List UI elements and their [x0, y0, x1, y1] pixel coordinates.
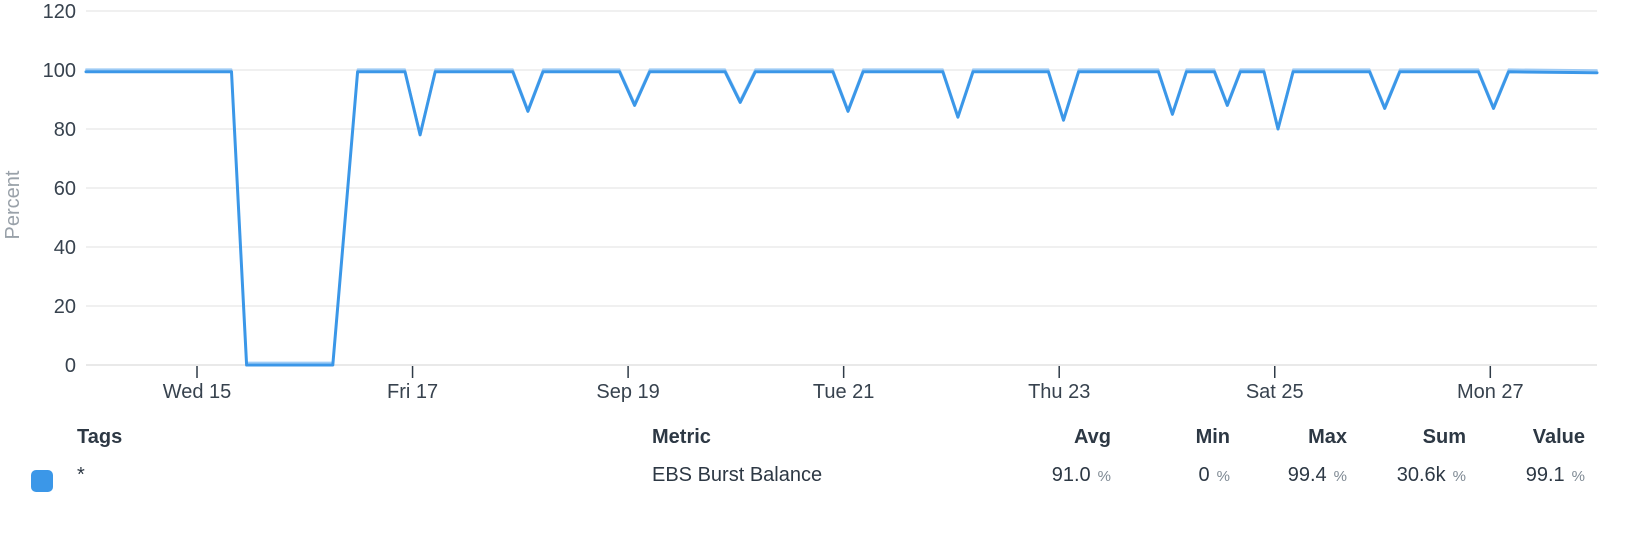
y-tick-labels: 0 20 40 60 80 100 120	[43, 1, 76, 377]
svg-text:Sep 19: Sep 19	[596, 381, 659, 403]
col-header-metric: Metric	[652, 426, 711, 448]
svg-text:Wed 15: Wed 15	[163, 381, 232, 403]
col-header-value: Value	[1532, 426, 1585, 448]
svg-text:120: 120	[43, 1, 76, 23]
svg-text:60: 60	[54, 178, 76, 200]
x-tick-marks	[196, 366, 1492, 378]
max-value: 99.4	[1287, 464, 1327, 486]
legend-series-row[interactable]: * EBS Burst Balance 91.0% 0% 99.4% 30.6k…	[0, 461, 1628, 492]
series-color-swatch[interactable]	[31, 470, 53, 492]
sum-unit: %	[1452, 468, 1466, 485]
series-min-cell: 0%	[1199, 461, 1230, 491]
series-value-cell: 99.1%	[1526, 461, 1585, 491]
col-header-sum: Sum	[1422, 426, 1466, 448]
svg-text:40: 40	[54, 237, 76, 259]
y-axis-label: Percent	[2, 170, 24, 239]
x-tick-labels: Wed 15 Fri 17 Sep 19 Tue 21 Thu 23 Sat 25 Mon …	[163, 381, 1524, 403]
svg-text:Tue 21: Tue 21	[813, 381, 875, 403]
avg-unit: %	[1097, 468, 1111, 485]
chart-canvas[interactable]: 0 20 40 60 80 100 120 Percent Wed 15 Fri 17 Sep 19…	[0, 0, 1628, 410]
svg-text:100: 100	[43, 60, 76, 82]
min-value: 0	[1198, 464, 1210, 486]
value-value: 99.1	[1525, 464, 1565, 486]
svg-text:Mon 27: Mon 27	[1457, 381, 1524, 403]
series-metric-cell[interactable]: EBS Burst Balance	[652, 464, 823, 486]
series-line-ebs-burst-balance	[84, 70, 1599, 367]
svg-text:Sat 25: Sat 25	[1246, 381, 1304, 403]
max-unit: %	[1333, 468, 1347, 485]
svg-text:0: 0	[65, 355, 76, 377]
sum-value: 30.6k	[1396, 464, 1446, 486]
series-sum-cell: 30.6k%	[1397, 461, 1466, 491]
svg-text:80: 80	[54, 119, 76, 141]
svg-text:Fri 17: Fri 17	[387, 381, 438, 403]
col-header-max: Max	[1308, 426, 1347, 448]
col-header-min: Min	[1195, 426, 1230, 448]
series-max-cell: 99.4%	[1288, 461, 1347, 491]
legend-header-row: Tags Metric Avg Min Max Sum Value	[0, 423, 1628, 451]
series-avg-cell: 91.0%	[1052, 461, 1111, 491]
avg-value: 91.0	[1051, 464, 1091, 486]
svg-text:20: 20	[54, 296, 76, 318]
series-line-ghost	[85, 68, 1598, 364]
y-gridlines	[86, 10, 1597, 366]
svg-text:Thu 23: Thu 23	[1028, 381, 1090, 403]
value-unit: %	[1571, 468, 1585, 485]
col-header-tags: Tags	[77, 426, 123, 448]
col-header-avg: Avg	[1073, 426, 1111, 448]
min-unit: %	[1216, 468, 1230, 485]
series-tag-cell[interactable]: *	[77, 464, 85, 486]
